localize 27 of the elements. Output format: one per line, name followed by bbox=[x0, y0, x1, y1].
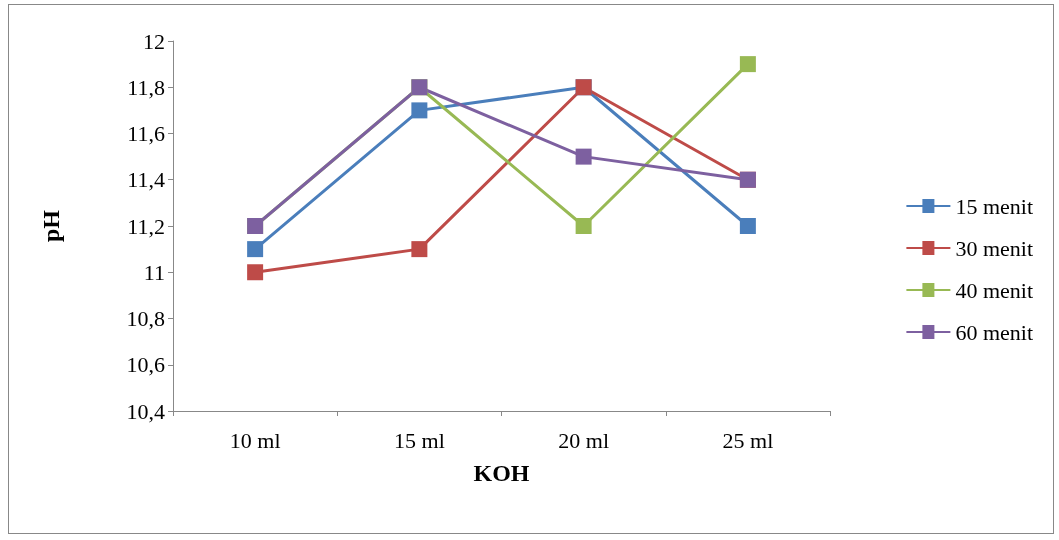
point bbox=[411, 102, 428, 119]
legend-label: 30 menit bbox=[955, 235, 1034, 261]
x-tick-label: 10 ml bbox=[229, 427, 281, 453]
point bbox=[739, 218, 756, 234]
point bbox=[739, 56, 756, 73]
y-tick-label: 11,8 bbox=[127, 74, 165, 100]
legend-label: 40 menit bbox=[955, 277, 1034, 303]
y-tick-label: 10,6 bbox=[126, 352, 165, 378]
y-tick-label: 11,4 bbox=[127, 167, 165, 193]
y-tick-label: 12 bbox=[143, 28, 165, 54]
y-tick-label: 11 bbox=[143, 259, 165, 285]
y-axis-title: pH bbox=[38, 209, 64, 243]
y-tick-label: 10,4 bbox=[126, 398, 165, 424]
point bbox=[575, 148, 592, 165]
point bbox=[247, 241, 264, 258]
legend-label: 60 menit bbox=[955, 319, 1034, 345]
x-tick-label: 25 ml bbox=[722, 427, 774, 453]
x-tick-label: 20 ml bbox=[558, 427, 609, 453]
y-tick-label: 11,2 bbox=[127, 213, 165, 239]
point bbox=[411, 241, 428, 258]
x-axis-title: KOH bbox=[473, 460, 530, 486]
y-tick-label: 11,6 bbox=[127, 121, 165, 146]
y-tick-label: 10,8 bbox=[126, 306, 165, 331]
point bbox=[247, 264, 264, 281]
point bbox=[575, 218, 592, 234]
legend-label: 15 menit bbox=[955, 193, 1034, 219]
x-tick-label: 15 ml bbox=[394, 427, 445, 453]
